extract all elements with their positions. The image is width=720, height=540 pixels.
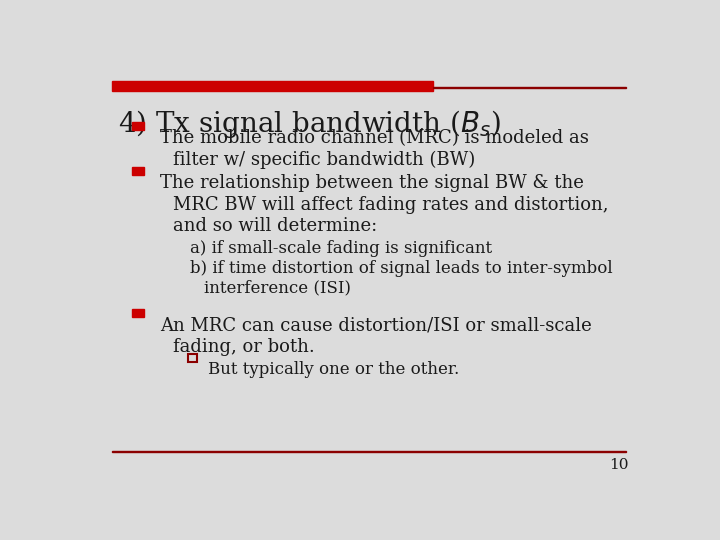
- Bar: [132, 309, 144, 317]
- Bar: [132, 167, 144, 175]
- Text: b) if time distortion of signal leads to inter-symbol: b) if time distortion of signal leads to…: [190, 260, 613, 277]
- Text: and so will determine:: and so will determine:: [173, 218, 377, 235]
- Bar: [112, 82, 433, 91]
- Text: 4) Tx signal bandwidth ($\mathit{B}_s$): 4) Tx signal bandwidth ($\mathit{B}_s$): [118, 109, 501, 140]
- Text: 10: 10: [609, 458, 629, 472]
- Text: MRC BW will affect fading rates and distortion,: MRC BW will affect fading rates and dist…: [173, 196, 608, 214]
- Text: interference (ISI): interference (ISI): [204, 280, 351, 297]
- Text: The mobile radio channel (MRC) is modeled as: The mobile radio channel (MRC) is modele…: [160, 129, 589, 147]
- Text: fading, or both.: fading, or both.: [173, 338, 315, 356]
- Text: a) if small-scale fading is significant: a) if small-scale fading is significant: [190, 240, 492, 257]
- Text: filter w/ specific bandwidth (BW): filter w/ specific bandwidth (BW): [173, 151, 474, 169]
- Bar: [433, 87, 626, 88]
- Text: But typically one or the other.: But typically one or the other.: [208, 361, 459, 378]
- Text: An MRC can cause distortion/ISI or small-scale: An MRC can cause distortion/ISI or small…: [160, 316, 592, 334]
- Text: The relationship between the signal BW & the: The relationship between the signal BW &…: [160, 174, 584, 192]
- Bar: [188, 354, 197, 362]
- Bar: [132, 122, 144, 130]
- Bar: [112, 451, 626, 453]
